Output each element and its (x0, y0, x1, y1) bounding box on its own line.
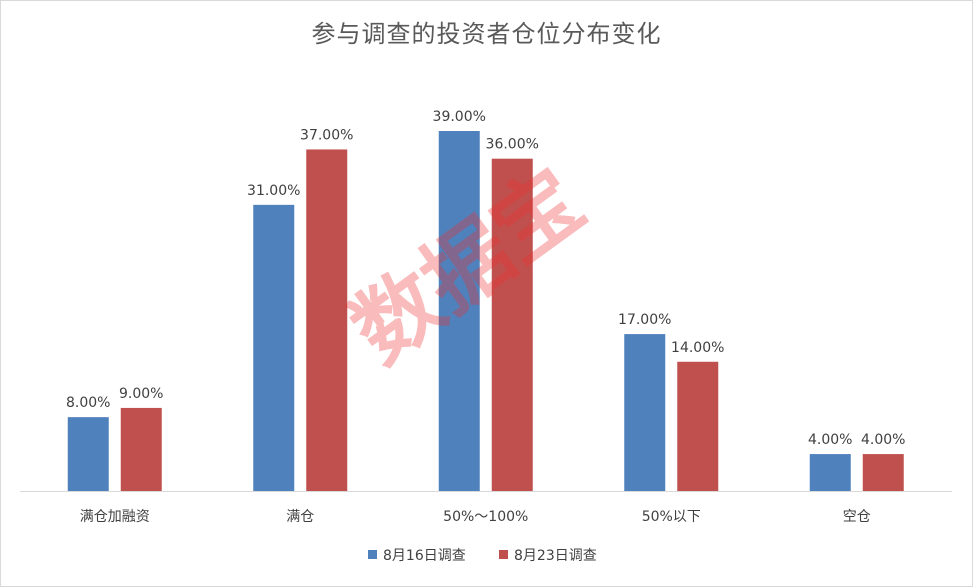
data-label-s2-4: 4.00% (861, 432, 905, 448)
legend-swatch-1 (368, 550, 377, 559)
bar-s2-3 (677, 361, 719, 491)
bar-s1-0 (67, 417, 109, 491)
legend-label-1: 8月16日调查 (383, 548, 466, 564)
legend-swatch-2 (499, 550, 508, 559)
bar-s2-1 (306, 149, 348, 491)
category-label-0: 满仓加融资 (80, 509, 150, 525)
data-label-s1-0: 8.00% (66, 395, 110, 411)
data-label-s2-1: 37.00% (300, 127, 353, 143)
category-label-1: 满仓 (286, 509, 314, 525)
bar-s2-2 (491, 158, 533, 491)
data-label-s2-2: 36.00% (486, 137, 539, 153)
bar-s1-3 (624, 334, 666, 491)
bar-s1-2 (438, 131, 480, 491)
chart-title: 参与调查的投资者仓位分布变化 (311, 20, 662, 48)
labels-layer: 8.00% 9.00% 满仓加融资 31.00% 37.00% 满仓 39.00%36.00… (66, 109, 905, 525)
bars-layer (67, 131, 904, 491)
category-label-2: 50%～100% (443, 509, 528, 525)
category-label-3: 50%以下 (642, 509, 701, 525)
data-label-s1-3: 17.00% (618, 312, 671, 328)
bar-s1-1 (253, 204, 295, 491)
data-label-s1-4: 4.00% (808, 432, 852, 448)
data-label-s2-0: 9.00% (119, 386, 163, 402)
category-label-4: 空仓 (843, 509, 871, 525)
legend-label-2: 8月23日调查 (514, 548, 597, 564)
bar-s2-0 (120, 407, 162, 491)
bar-s2-4 (862, 454, 904, 491)
legend: 8月16日调查 8月23日调查 (368, 548, 597, 564)
data-label-s1-1: 31.00% (247, 183, 300, 199)
bar-s1-4 (809, 454, 851, 491)
data-label-s1-2: 39.00% (433, 109, 486, 125)
data-label-s2-3: 14.00% (671, 340, 724, 356)
